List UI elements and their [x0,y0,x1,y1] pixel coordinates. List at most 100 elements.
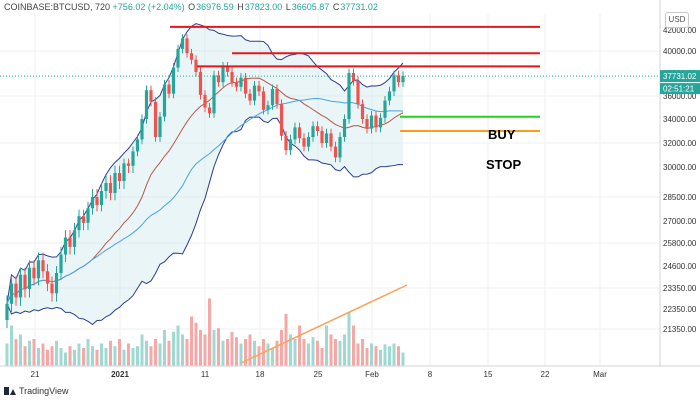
volume-bar [230,331,234,366]
volume-bar [158,343,162,366]
candle [171,67,176,94]
volume-bar [50,346,54,366]
candle [329,133,333,147]
volume-bar [14,339,18,366]
volume-bar [199,330,202,366]
low-value: 36605.87 [291,2,330,12]
candle [392,75,396,92]
candle [149,90,153,102]
volume-bar [145,340,148,366]
candle [131,151,135,166]
candle [135,139,140,152]
candle [365,119,369,129]
volume-bar [172,331,175,366]
currency-button[interactable]: USD [665,12,689,28]
volume-bar [86,339,90,366]
volume-bar [100,343,103,366]
volume-bar [46,349,49,366]
volume-bar [181,334,184,366]
y-tick-label: 21350.00 [663,325,697,334]
candle [180,38,185,49]
volume-bar [68,346,72,366]
candle [63,237,68,255]
y-tick-label: 24600.00 [663,262,697,271]
candle [248,93,252,101]
candle [216,75,221,83]
volume-bar [203,334,207,366]
candle [50,283,54,294]
volume-bar [82,348,85,366]
volume-bar [302,339,306,366]
candle [311,126,315,137]
candle [333,146,338,158]
volume-bar [266,343,270,366]
volume-bar [64,352,67,366]
volume-trendline [240,284,408,364]
volume-bar [23,346,27,366]
x-tick-label: Feb [365,370,379,379]
candle [270,89,275,106]
volume-bar [113,346,117,366]
volume-bar [28,340,31,366]
volume-bar [221,340,225,366]
volume-bar [401,352,405,366]
volume-bar [104,348,108,366]
candle [320,131,324,143]
high-value: 37823.00 [244,2,283,12]
volume-bar [397,346,400,366]
y-tick-label: 22350.00 [663,305,697,314]
volume-bar [91,346,94,366]
bollinger-band-fill [7,23,403,325]
candle [27,267,32,290]
volume-bar [239,343,243,366]
volume-bar [73,349,76,366]
candle [104,183,108,191]
candle [288,139,293,151]
candle [212,75,216,114]
close-value: 37731.02 [340,2,378,12]
volume-bar [19,334,22,366]
volume-bar [361,339,364,366]
volume-bar [77,343,81,366]
candle [72,230,77,247]
volume-bar [185,339,189,366]
x-tick-label: 11 [201,370,210,379]
candle [284,135,288,151]
volume-bar [55,340,58,366]
candle [387,91,392,101]
footer-brand[interactable]: TradingView [4,386,69,396]
last-price-badge [660,70,700,83]
volume-bar [316,340,319,366]
y-tick-label: 36000.00 [663,92,697,101]
candle [293,127,297,140]
candle [351,73,356,82]
candle [162,84,167,117]
volume-bar [41,343,45,366]
volume-bar [320,348,324,366]
volume-bar [32,339,36,366]
volume-bar [311,337,315,366]
x-tick-label: 21 [31,370,40,379]
candle [90,197,95,209]
candle [108,183,113,193]
x-tick-label: 18 [256,370,265,379]
volume-bar [307,343,310,366]
candle [203,94,207,108]
volume-bar [257,346,261,366]
volume-bar [190,316,193,366]
volume-bar [59,348,63,366]
volume-bar [212,330,216,366]
candle [113,173,117,193]
candle [185,38,189,54]
candle [189,53,194,60]
candle [261,91,266,110]
volume-bar [122,349,126,366]
y-tick-label: 25800.00 [663,239,697,248]
x-tick-label: 25 [314,370,323,379]
candle [23,274,27,290]
candle [324,133,329,143]
volume-bar [140,334,144,366]
volume-bar [284,313,288,366]
x-tick-label: 2021 [111,370,129,379]
